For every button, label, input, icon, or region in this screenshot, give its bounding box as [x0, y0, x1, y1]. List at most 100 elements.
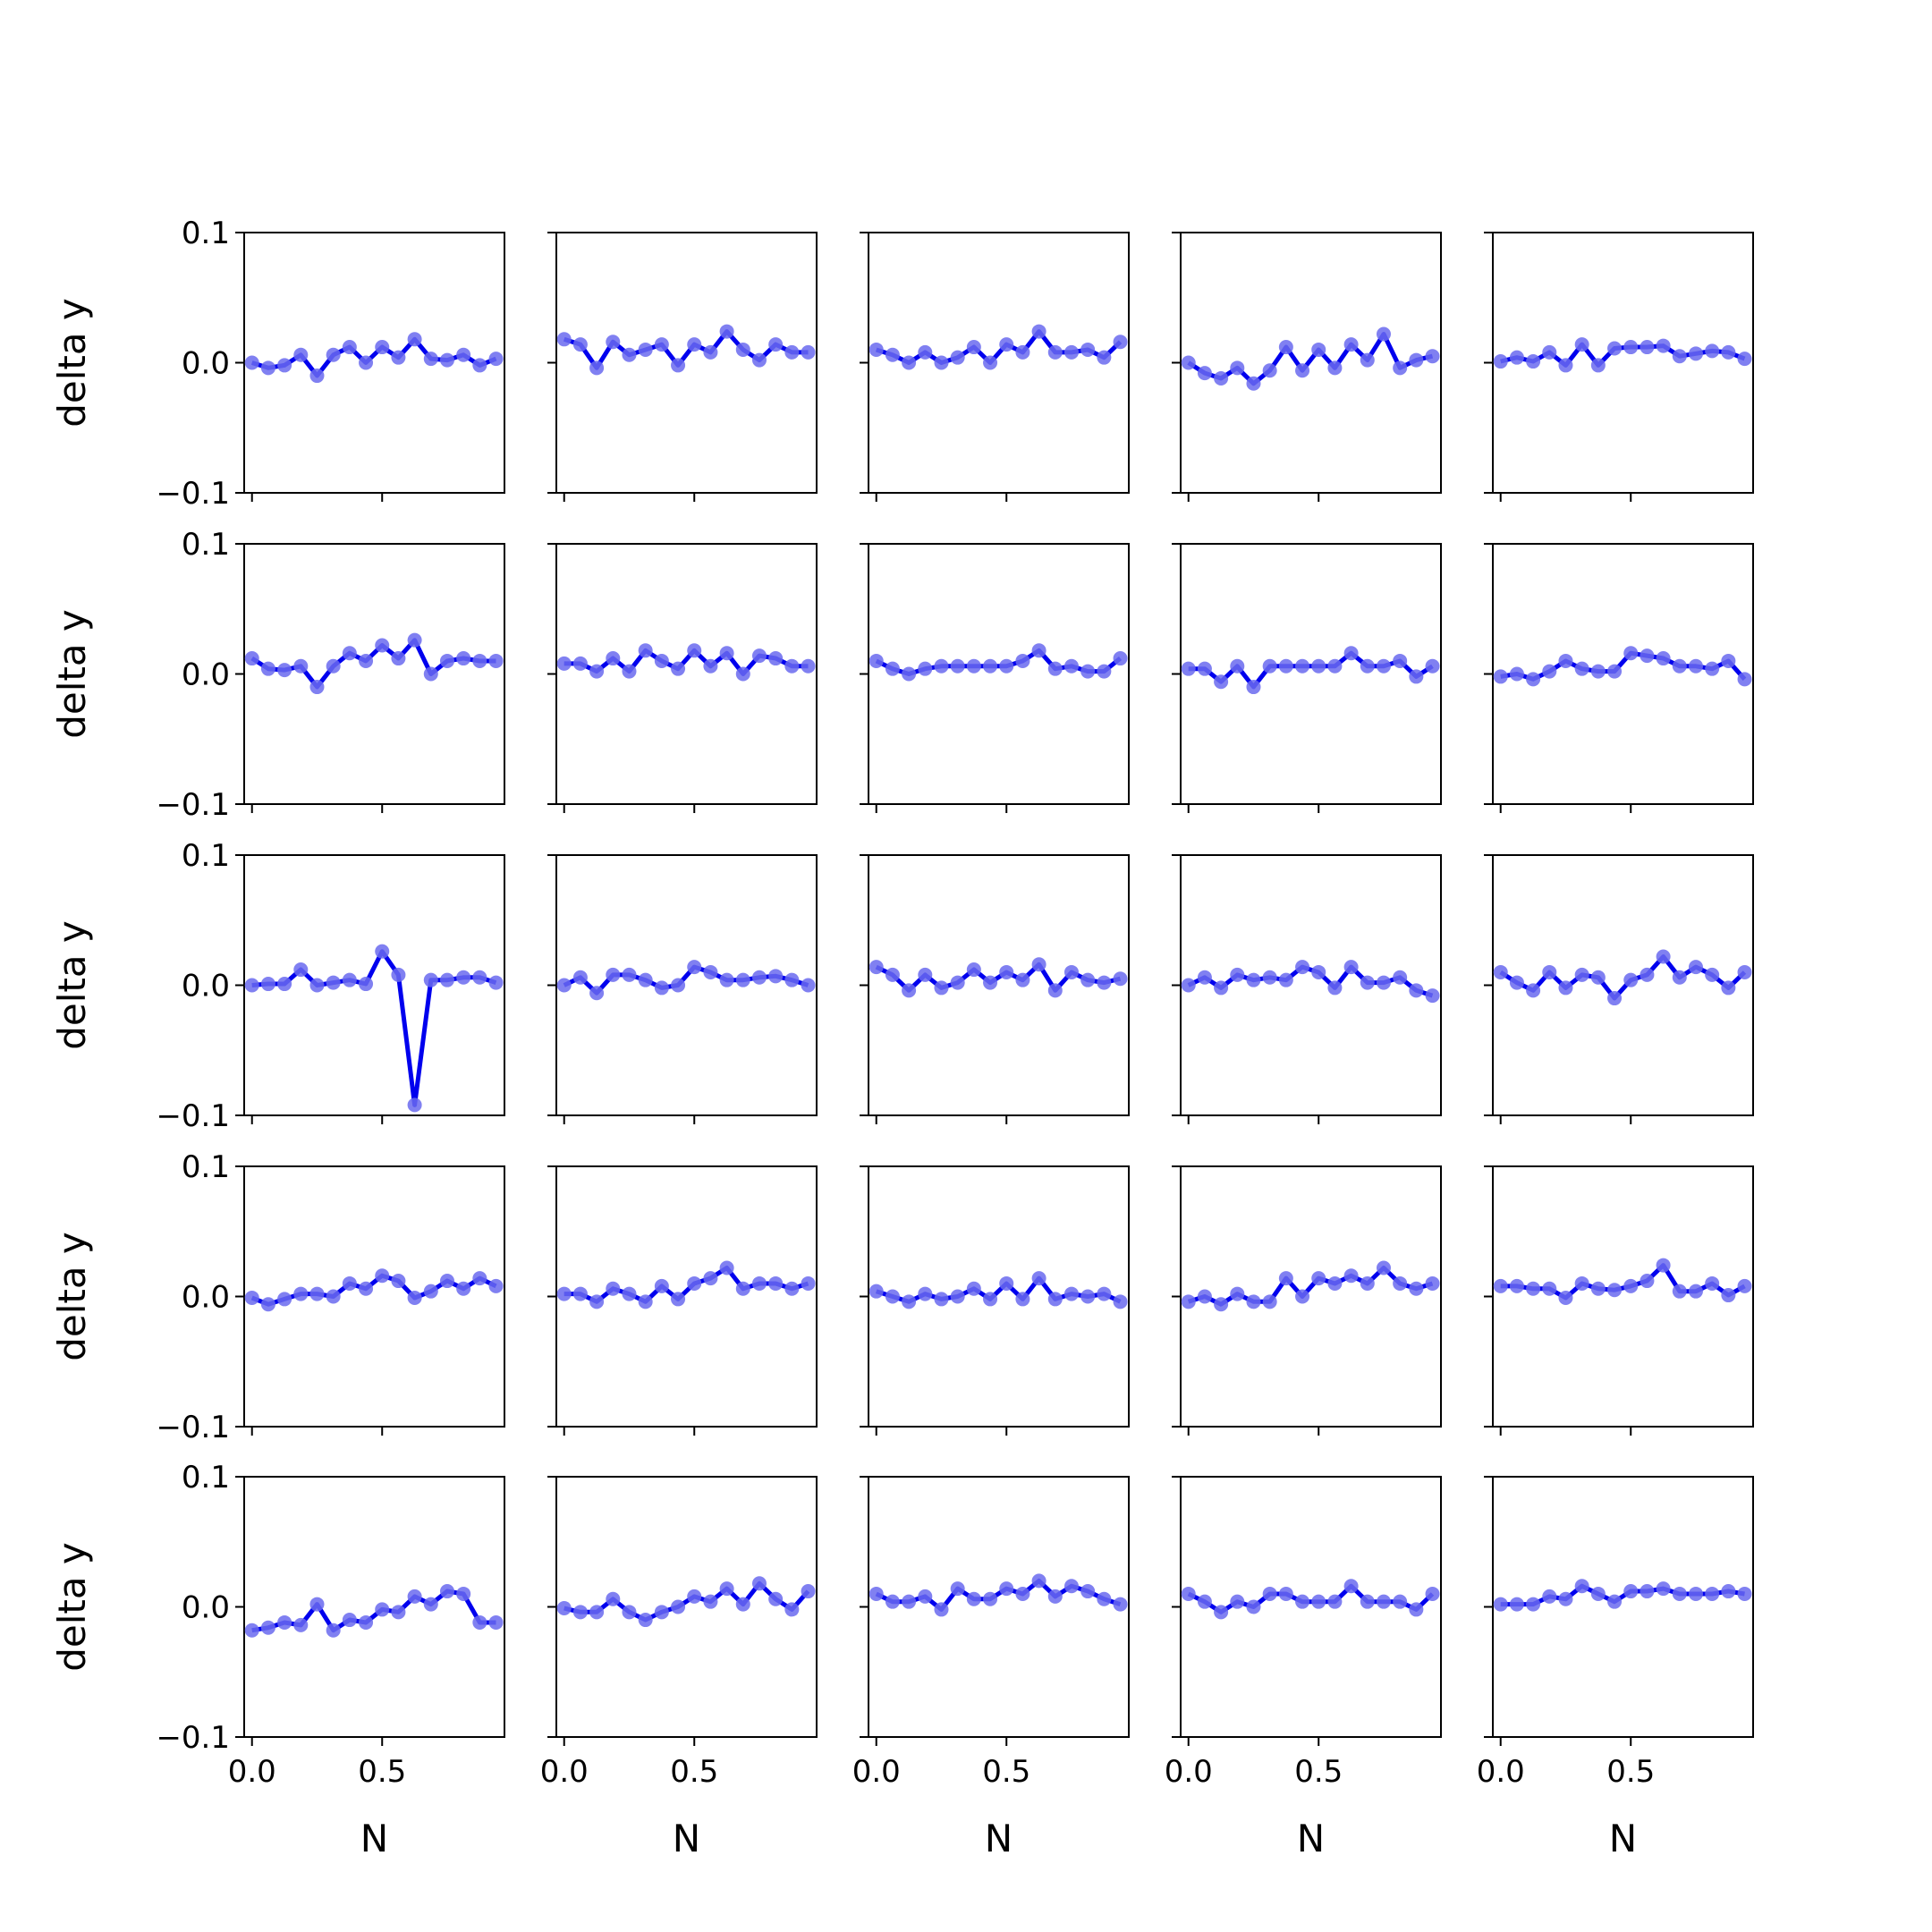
data-point — [1327, 658, 1343, 674]
data-point — [1113, 971, 1128, 987]
data-point — [407, 632, 422, 648]
data-point — [1113, 1294, 1128, 1309]
data-point — [1656, 651, 1671, 666]
data-point — [1063, 344, 1079, 360]
data-point — [1393, 970, 1408, 985]
data-point — [1047, 1589, 1063, 1604]
data-point — [784, 658, 800, 674]
x-axis-label: N — [673, 1817, 700, 1860]
data-point — [638, 1613, 653, 1628]
data-point — [1278, 1271, 1293, 1286]
data-point — [1214, 1605, 1229, 1620]
data-point — [326, 1289, 341, 1304]
data-point — [1015, 344, 1030, 360]
data-point — [293, 347, 309, 362]
data-point — [326, 1623, 341, 1638]
data-point — [1097, 350, 1112, 365]
data-point — [1737, 964, 1752, 979]
y-tick-label: 0.0 — [182, 657, 230, 693]
y-tick-label: 0.1 — [182, 216, 230, 251]
data-point — [1327, 1594, 1343, 1609]
subplot-r3c2 — [547, 854, 818, 1124]
data-point — [488, 1614, 504, 1630]
data-point — [1015, 1586, 1030, 1601]
data-point — [391, 1274, 406, 1289]
data-point — [950, 350, 965, 365]
data-point — [1526, 354, 1541, 369]
data-point — [1425, 1275, 1440, 1291]
y-axis-label: delta y — [50, 1232, 94, 1361]
data-point — [703, 964, 718, 979]
data-point — [1721, 653, 1736, 668]
data-point — [277, 977, 292, 992]
data-point — [488, 1278, 504, 1293]
data-point — [1737, 1586, 1752, 1601]
data-point — [950, 1581, 965, 1597]
data-point — [1590, 970, 1606, 985]
data-point — [1327, 360, 1343, 376]
data-point — [1721, 1584, 1736, 1599]
data-point — [687, 337, 702, 352]
data-point — [1688, 658, 1703, 674]
y-tick-label: −0.1 — [156, 1720, 230, 1756]
y-tick-label: −0.1 — [156, 1410, 230, 1445]
axes-frame — [243, 1476, 505, 1738]
series-line — [875, 962, 1122, 993]
data-point — [950, 658, 965, 674]
data-point — [472, 970, 487, 985]
data-point — [244, 1623, 259, 1638]
data-point — [1080, 1584, 1096, 1599]
data-point — [1688, 1284, 1703, 1299]
data-point — [1063, 1579, 1079, 1594]
data-point — [1295, 1594, 1310, 1609]
data-point — [1393, 1594, 1408, 1609]
data-point — [375, 1602, 390, 1617]
data-point — [1607, 341, 1623, 356]
data-point — [1409, 1602, 1424, 1617]
axes-frame — [555, 854, 818, 1116]
data-point — [1343, 1268, 1359, 1284]
x-tick-label: 0.5 — [1294, 1754, 1343, 1790]
data-point — [1493, 1597, 1508, 1612]
data-point — [966, 1591, 981, 1606]
data-point — [999, 1275, 1014, 1291]
series-line — [1187, 964, 1434, 998]
data-point — [751, 1275, 767, 1291]
data-point — [423, 666, 438, 682]
data-point — [751, 970, 767, 985]
data-point — [902, 1294, 917, 1309]
data-point — [260, 1297, 275, 1312]
data-point — [768, 651, 784, 666]
data-point — [309, 1597, 325, 1612]
data-point — [423, 972, 438, 987]
data-point — [1558, 1591, 1573, 1606]
data-point — [472, 1271, 487, 1286]
data-point — [671, 978, 686, 993]
data-point — [966, 340, 981, 355]
data-point — [1542, 1281, 1557, 1296]
subplot-r4c4 — [1172, 1165, 1442, 1436]
data-point — [638, 643, 653, 658]
data-point — [1607, 1594, 1623, 1609]
data-point — [293, 658, 309, 674]
x-tick-label: 0.5 — [1606, 1754, 1655, 1790]
data-point — [375, 340, 390, 355]
data-point — [1542, 1589, 1557, 1604]
data-point — [309, 978, 325, 993]
x-axis-label: N — [360, 1817, 388, 1860]
data-point — [326, 975, 341, 990]
data-point — [1574, 967, 1589, 982]
data-point — [1230, 1594, 1245, 1609]
data-point — [407, 332, 422, 347]
data-point — [556, 656, 572, 671]
data-point — [1197, 661, 1212, 676]
series-line — [1500, 650, 1747, 682]
data-point — [1278, 658, 1293, 674]
data-point — [606, 651, 621, 666]
data-point — [1230, 360, 1245, 376]
data-point — [1623, 1584, 1639, 1599]
data-point — [1311, 658, 1326, 674]
subplot-r3c4 — [1172, 854, 1442, 1124]
data-point — [1493, 964, 1508, 979]
data-point — [407, 1290, 422, 1305]
